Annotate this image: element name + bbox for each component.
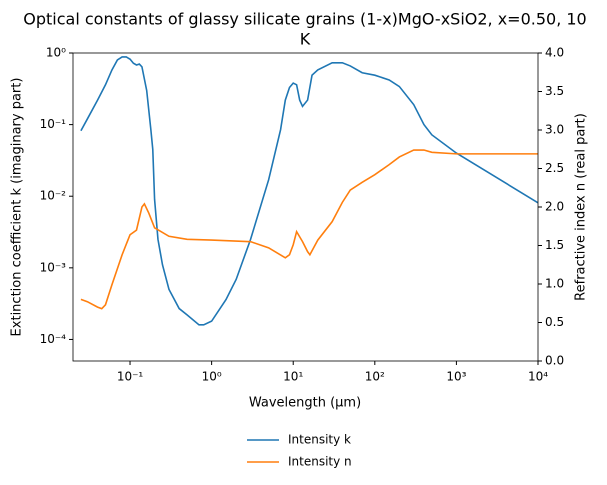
x-axis-label: Wavelength (μm) bbox=[249, 396, 361, 411]
y-axis-label: Extinction coefficient k (imaginary part… bbox=[10, 78, 25, 337]
x-tick-label: 10⁰ bbox=[202, 370, 222, 384]
data-line bbox=[80, 149, 538, 310]
y2-tick-label: 4.0 bbox=[545, 46, 564, 60]
y2-tick-label: 0.0 bbox=[545, 354, 564, 368]
x-tick-label: 10² bbox=[365, 370, 385, 384]
y-tick-label: 10⁻¹ bbox=[40, 117, 67, 131]
y-tick-label: 10⁻² bbox=[40, 189, 67, 203]
data-line bbox=[80, 56, 538, 326]
y2-tick-label: 2.5 bbox=[545, 161, 564, 175]
y-tick-label: 10⁻³ bbox=[40, 260, 67, 274]
x-tick-label: 10¹ bbox=[283, 370, 303, 384]
y-tick-label: 10⁻⁴ bbox=[40, 332, 67, 346]
x-tick-label: 10⁻¹ bbox=[117, 370, 144, 384]
y2-tick-label: 3.0 bbox=[545, 123, 564, 137]
y2-tick-label: 2.0 bbox=[545, 200, 564, 214]
chart-title: K bbox=[300, 30, 311, 49]
y2-tick-label: 1.0 bbox=[545, 277, 564, 291]
y2-tick-label: 0.5 bbox=[545, 315, 564, 329]
legend-label: Intensity n bbox=[288, 455, 352, 469]
x-tick-label: 10⁴ bbox=[528, 370, 548, 384]
y2-tick-label: 1.5 bbox=[545, 238, 564, 252]
chart-title: Optical constants of glassy silicate gra… bbox=[23, 10, 586, 29]
plot-frame bbox=[72, 52, 539, 362]
y-tick-label: 10⁰ bbox=[46, 46, 66, 60]
legend-label: Intensity k bbox=[288, 433, 351, 447]
y2-axis-label: Refractive index n (real part) bbox=[574, 113, 589, 301]
x-tick-label: 10³ bbox=[446, 370, 466, 384]
y2-tick-label: 3.5 bbox=[545, 84, 564, 98]
